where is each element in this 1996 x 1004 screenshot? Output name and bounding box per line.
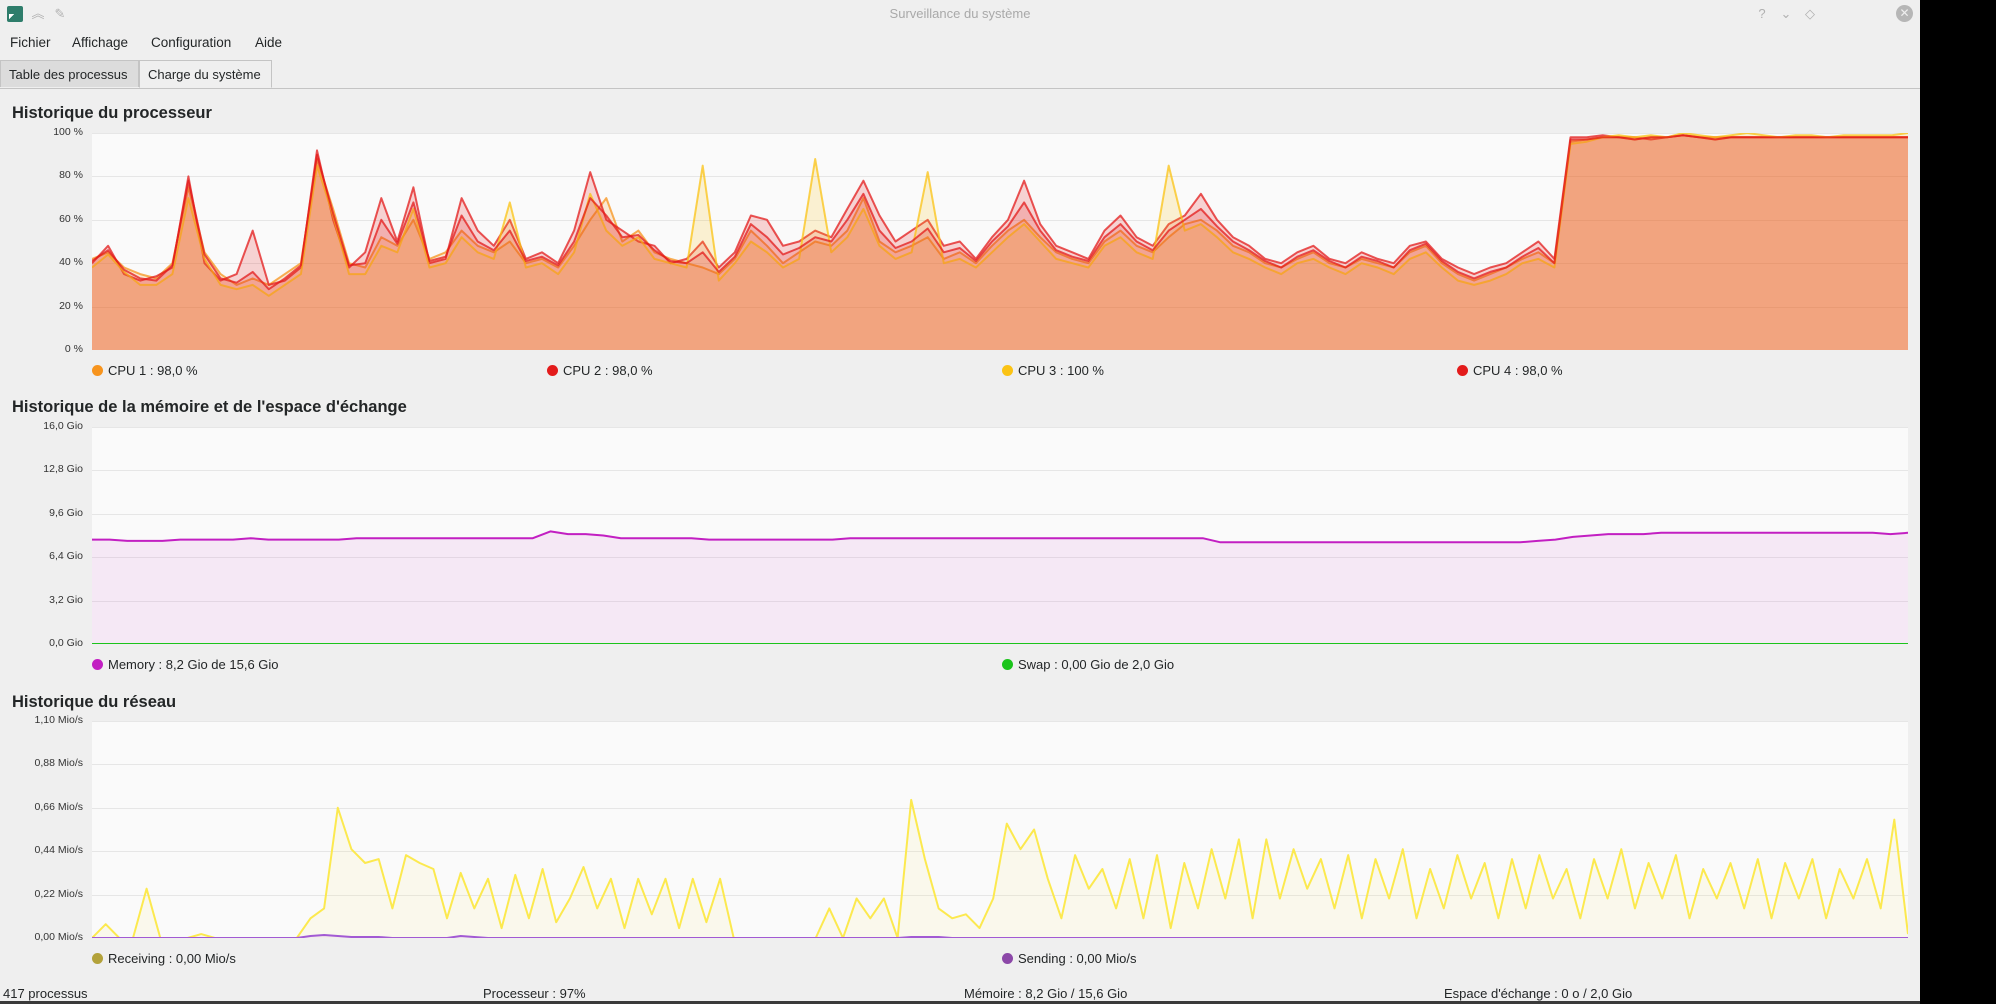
legend-item: Sending : 0,00 Mio/s (1002, 951, 1137, 967)
window-title: Surveillance du système (889, 6, 1031, 21)
keep-above-icon[interactable]: ︽ (31, 6, 45, 21)
y-tick-label: 9,6 Gio (49, 506, 83, 519)
y-tick-label: 0,44 Mio/s (34, 844, 83, 857)
legend-color-dot (1457, 365, 1468, 376)
y-tick-label: 0,88 Mio/s (34, 757, 83, 770)
series-area (92, 135, 1908, 350)
legend-item: CPU 2 : 98,0 % (547, 363, 653, 379)
menu-aide[interactable]: Aide (255, 35, 283, 50)
pin-icon[interactable]: ✎ (54, 6, 66, 21)
legend-label: Receiving : 0,00 Mio/s (108, 951, 236, 966)
legend-label: Memory : 8,2 Gio de 15,6 Gio (108, 657, 279, 672)
menu-fichier[interactable]: Fichier (10, 35, 51, 50)
y-tick-label: 40 % (59, 256, 83, 269)
cpu-history-title: Historique du processeur (12, 104, 212, 122)
series-line (92, 134, 1908, 291)
system-monitor-window: ︽ ✎ Surveillance du système ? ⌄ ◇ ✕ Fich… (0, 0, 1920, 1004)
series-line (92, 530, 1908, 544)
y-tick-label: 20 % (59, 299, 83, 312)
maximize-icon[interactable]: ◇ (1805, 6, 1815, 21)
legend-item: Receiving : 0,00 Mio/s (92, 951, 236, 967)
close-icon[interactable]: ✕ (1896, 5, 1913, 22)
memory-history-chart (92, 427, 1908, 644)
legend-label: CPU 1 : 98,0 % (108, 363, 198, 378)
series-area (92, 531, 1908, 644)
legend-item: Swap : 0,00 Gio de 2,0 Gio (1002, 657, 1174, 673)
legend-item: CPU 3 : 100 % (1002, 363, 1104, 379)
legend-label: Sending : 0,00 Mio/s (1018, 951, 1137, 966)
y-tick-label: 0,00 Mio/s (34, 931, 83, 943)
y-tick-label: 6,4 Gio (49, 550, 83, 563)
y-tick-label: 80 % (59, 169, 83, 182)
legend-color-dot (92, 365, 103, 376)
menu-configuration[interactable]: Configuration (151, 35, 232, 50)
y-tick-label: 16,0 Gio (43, 420, 83, 432)
window-bottom-edge (0, 1001, 1920, 1004)
legend-color-dot (1002, 365, 1013, 376)
menu-affichage[interactable]: Affichage (72, 35, 129, 50)
y-tick-label: 0,66 Mio/s (34, 800, 83, 813)
network-history-chart (92, 721, 1908, 938)
memory-history-title: Historique de la mémoire et de l'espace … (12, 398, 407, 416)
legend-color-dot (1002, 953, 1013, 964)
legend-label: CPU 3 : 100 % (1018, 363, 1104, 378)
legend-label: CPU 4 : 98,0 % (1473, 363, 1563, 378)
legend-color-dot (92, 659, 103, 670)
series-line (92, 134, 1908, 286)
series-area (92, 135, 1908, 350)
y-tick-label: 12,8 Gio (43, 463, 83, 476)
tab-bar: Table des processus Charge du système (0, 60, 1920, 89)
legend-item: Memory : 8,2 Gio de 15,6 Gio (92, 657, 279, 673)
status-memory: Mémoire : 8,2 Gio / 15,6 Gio (964, 986, 1128, 1001)
legend-item: CPU 4 : 98,0 % (1457, 363, 1563, 379)
cpu-history-chart (92, 133, 1908, 350)
help-icon[interactable]: ? (1758, 6, 1766, 21)
y-tick-label: 0,22 Mio/s (34, 887, 83, 900)
system-monitor-app-icon[interactable] (7, 6, 23, 22)
legend-color-dot (1002, 659, 1013, 670)
y-tick-label: 3,2 Gio (49, 593, 83, 606)
series-area (92, 133, 1908, 350)
y-tick-label: 60 % (59, 212, 83, 225)
tab-process-table[interactable]: Table des processus (0, 60, 139, 87)
legend-item: CPU 1 : 98,0 % (92, 363, 198, 379)
legend-color-dot (547, 365, 558, 376)
legend-color-dot (92, 953, 103, 964)
series-area (92, 135, 1908, 350)
status-process-count: 417 processus (3, 986, 88, 1001)
y-tick-label: 0 % (64, 343, 83, 355)
status-bar: 417 processus Processeur : 97% Mémoire :… (0, 983, 1920, 1004)
legend-label: Swap : 0,00 Gio de 2,0 Gio (1018, 657, 1175, 672)
y-tick-label: 100 % (53, 126, 83, 138)
status-swap: Espace d'échange : 0 o / 2,0 Gio (1444, 986, 1633, 1001)
status-cpu: Processeur : 97% (483, 986, 586, 1001)
y-tick-label: 0,0 Gio (49, 637, 83, 649)
y-tick-label: 1,10 Mio/s (34, 714, 83, 726)
series-area (92, 799, 1908, 938)
minimize-icon[interactable]: ⌄ (1780, 6, 1792, 21)
title-bar: ︽ ✎ Surveillance du système ? ⌄ ◇ ✕ (0, 0, 1920, 28)
network-history-title: Historique du réseau (12, 693, 177, 711)
legend-label: CPU 2 : 98,0 % (563, 363, 653, 378)
tab-system-load[interactable]: Charge du système (139, 60, 272, 88)
series-line (92, 798, 1908, 938)
